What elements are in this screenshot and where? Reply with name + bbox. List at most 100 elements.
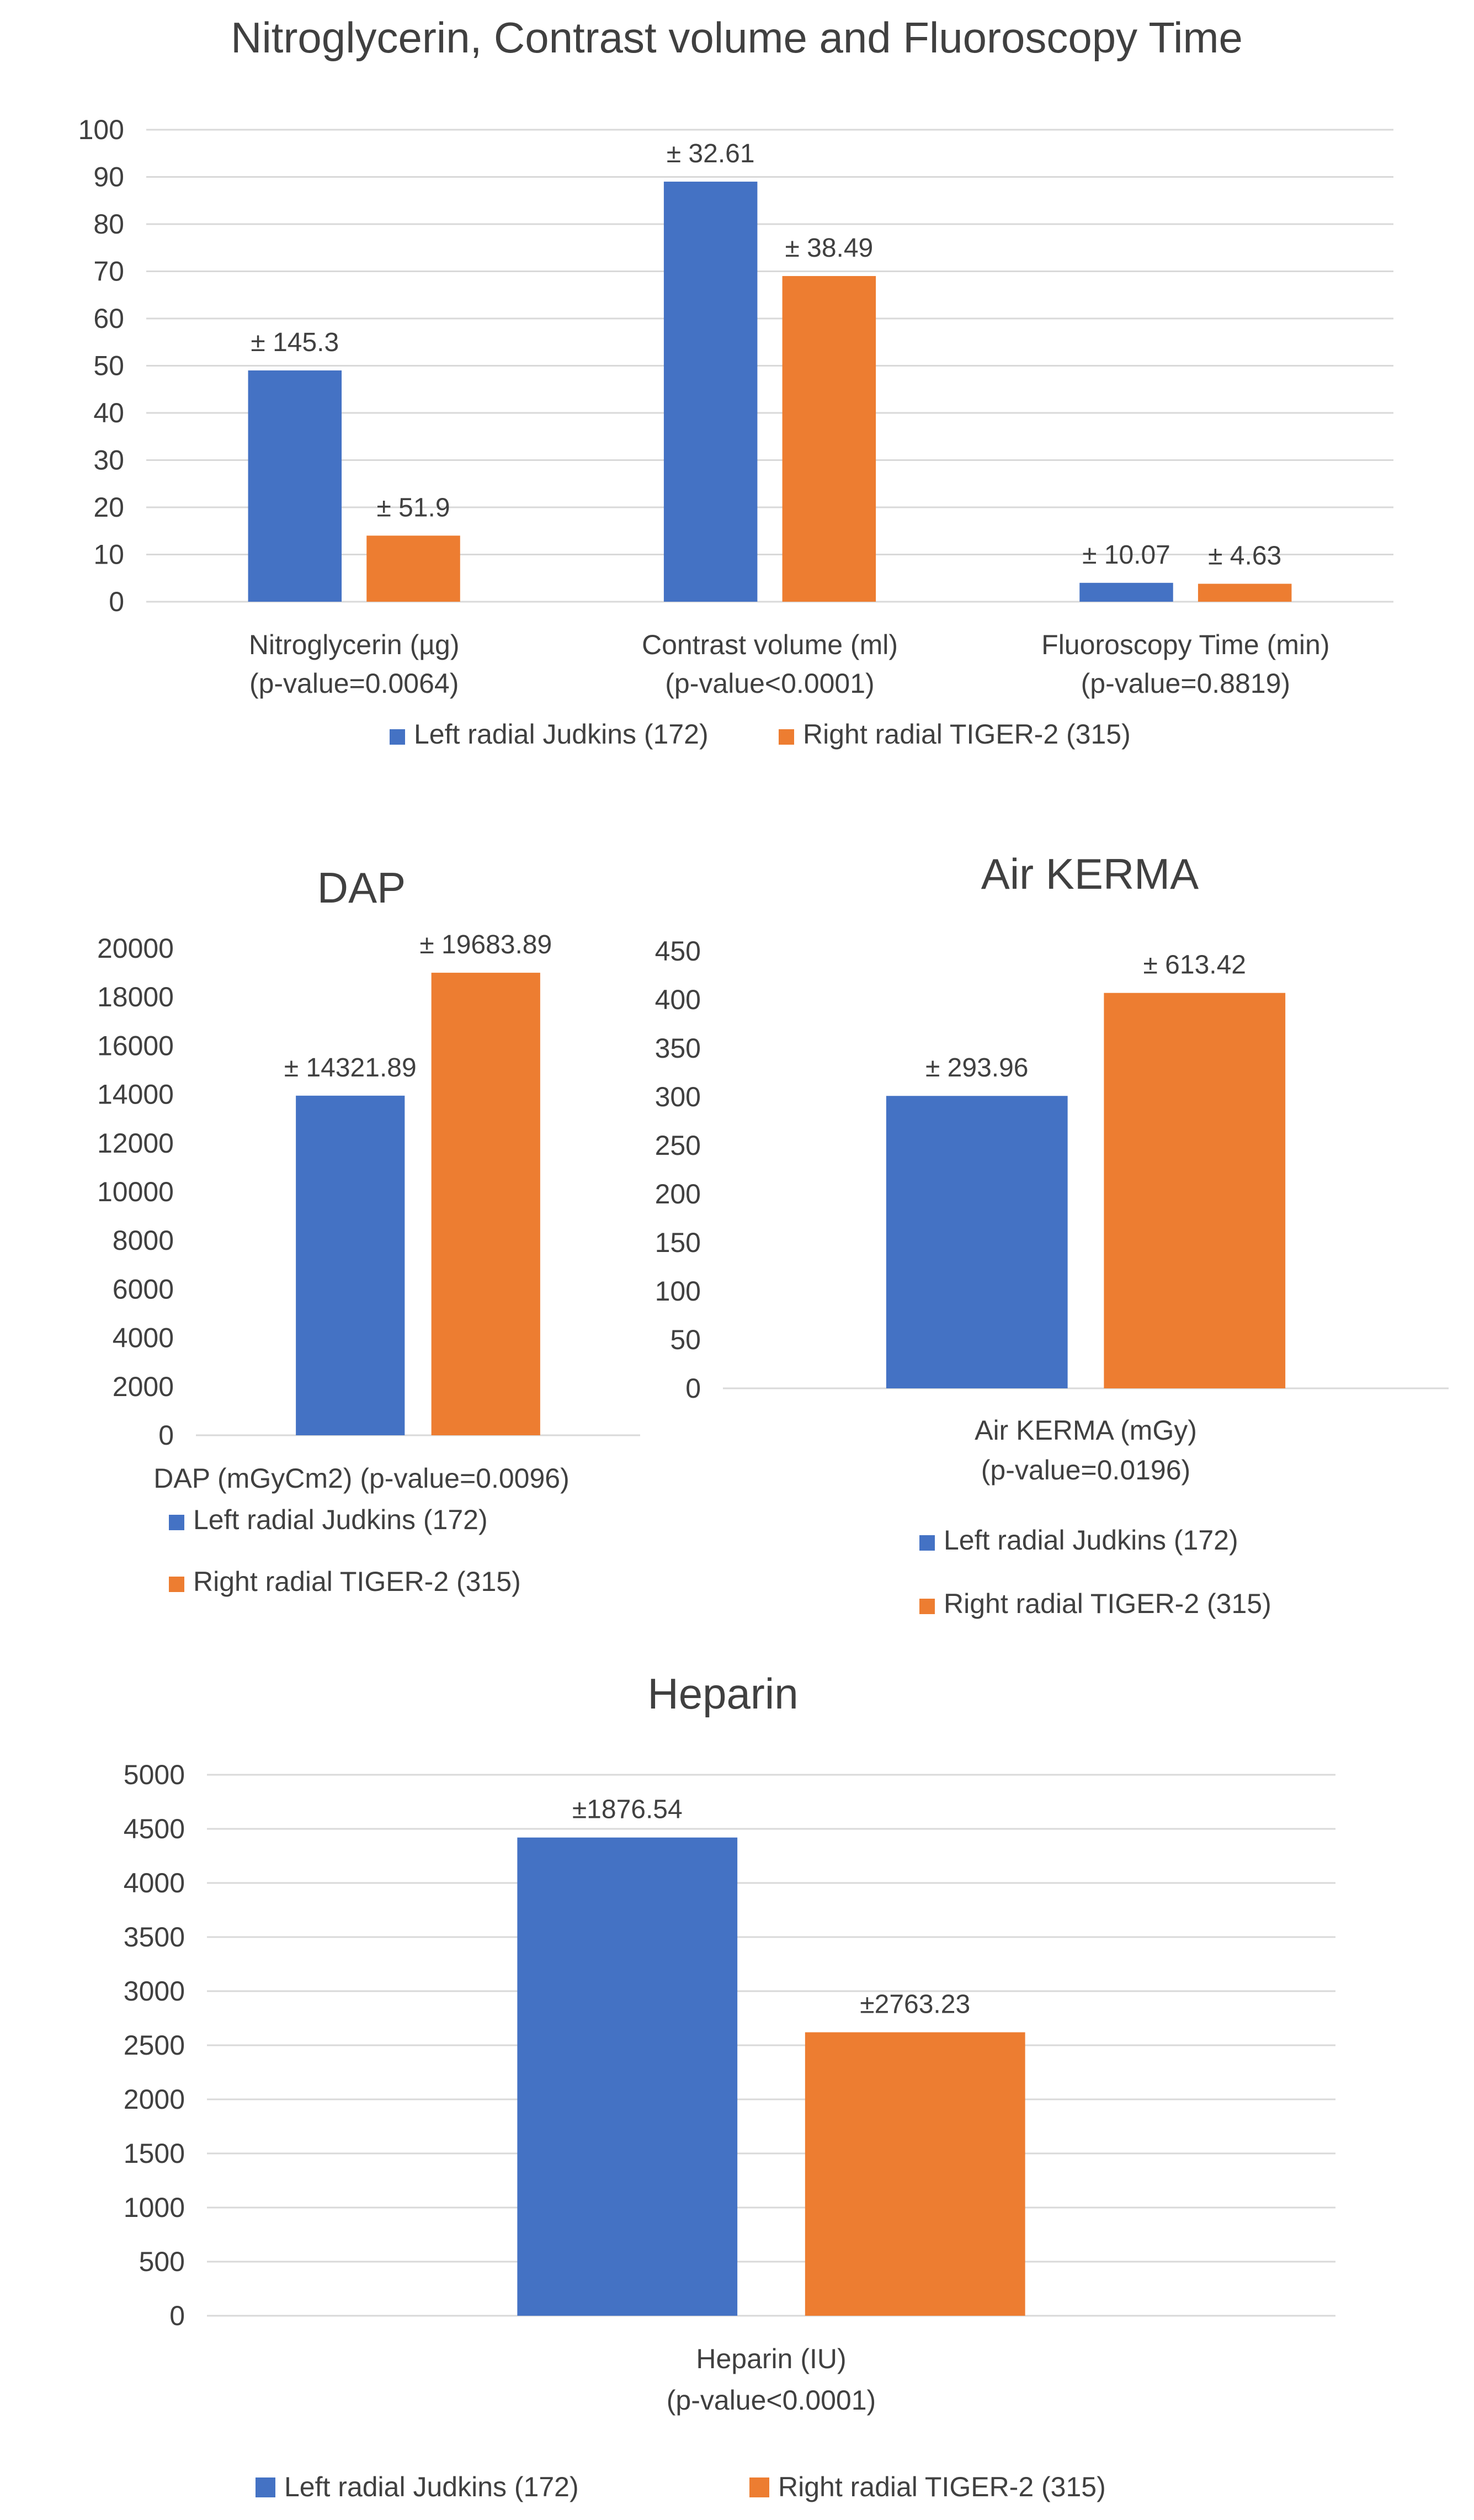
legend-entry: Right radial TIGER-2 (315) bbox=[193, 1566, 521, 1597]
bar-right-radial-tiger-2-315--0 bbox=[431, 973, 540, 1435]
legend-swatch bbox=[749, 2477, 769, 2497]
legend-entry: Right radial TIGER-2 (315) bbox=[944, 1588, 1271, 1619]
legend-swatch bbox=[390, 729, 405, 745]
legend-entry: Left radial Judkins (172) bbox=[284, 2471, 579, 2502]
data-label: ± 613.42 bbox=[1143, 951, 1247, 980]
y-tick-label: 70 bbox=[93, 256, 124, 287]
data-label: ±1876.54 bbox=[572, 1795, 683, 1824]
data-label: ± 293.96 bbox=[925, 1053, 1029, 1083]
legend-swatch bbox=[919, 1535, 935, 1551]
y-tick-label: 10000 bbox=[97, 1176, 174, 1207]
y-tick-label: 18000 bbox=[97, 982, 174, 1012]
chart-kerma: Air KERMA 0 50 100 150 200 250 300 350 400 450 ± 29… bbox=[655, 850, 1449, 1619]
y-tick-label: 100 bbox=[78, 114, 124, 145]
y-tick-label: 2500 bbox=[124, 2030, 185, 2061]
x-category-label: Fluoroscopy Time (min) bbox=[1041, 629, 1329, 660]
y-tick-label: 16000 bbox=[97, 1030, 174, 1061]
legend-swatch bbox=[169, 1577, 184, 1592]
y-tick-label: 1500 bbox=[124, 2138, 185, 2169]
y-tick-label: 30 bbox=[93, 445, 124, 476]
bar-left-radial-judkins-172--0 bbox=[517, 1837, 738, 2316]
y-tick-label: 100 bbox=[655, 1276, 701, 1307]
data-label: ± 145.3 bbox=[251, 328, 339, 357]
data-label: ± 14321.89 bbox=[284, 1053, 417, 1083]
y-tick-label: 14000 bbox=[97, 1079, 174, 1110]
chart-title: Heparin bbox=[647, 1669, 798, 1718]
bar-right-radial-tiger-2-315--2 bbox=[1198, 583, 1292, 602]
x-category-label: (p-value<0.0001) bbox=[665, 668, 874, 699]
chart-title: DAP bbox=[317, 863, 406, 912]
chart-nitro: Nitroglycerin, Contrast volume and Fluor… bbox=[78, 13, 1393, 750]
y-tick-label: 0 bbox=[109, 586, 124, 617]
y-tick-label: 50 bbox=[670, 1324, 701, 1355]
bar-left-radial-judkins-172--0 bbox=[886, 1096, 1068, 1388]
legend-swatch bbox=[169, 1515, 184, 1530]
y-tick-label: 3000 bbox=[124, 1976, 185, 2007]
y-tick-label: 4000 bbox=[113, 1323, 174, 1354]
y-tick-label: 450 bbox=[655, 936, 701, 967]
y-tick-label: 0 bbox=[158, 1420, 174, 1451]
data-label: ± 4.63 bbox=[1208, 542, 1281, 571]
y-tick-label: 0 bbox=[685, 1373, 701, 1404]
legend-entry: Left radial Judkins (172) bbox=[414, 719, 709, 750]
bar-left-radial-judkins-172--0 bbox=[248, 370, 342, 602]
x-category-label: Contrast volume (ml) bbox=[642, 629, 898, 660]
bar-left-radial-judkins-172--1 bbox=[663, 182, 758, 602]
y-tick-label: 80 bbox=[93, 209, 124, 240]
y-tick-label: 50 bbox=[93, 351, 124, 381]
x-category-label: (p-value=0.8819) bbox=[1081, 668, 1290, 699]
y-tick-label: 350 bbox=[655, 1033, 701, 1064]
y-tick-label: 300 bbox=[655, 1081, 701, 1112]
x-category-label: Air KERMA (mGy) bbox=[975, 1415, 1197, 1446]
data-label: ± 10.07 bbox=[1082, 540, 1170, 570]
bar-right-radial-tiger-2-315--0 bbox=[1104, 993, 1286, 1388]
data-label: ± 51.9 bbox=[376, 493, 450, 522]
legend-swatch bbox=[256, 2477, 275, 2497]
x-category-label: (p-value=0.0064) bbox=[249, 668, 459, 699]
y-tick-label: 500 bbox=[139, 2246, 185, 2277]
legend-entry: Left radial Judkins (172) bbox=[193, 1504, 488, 1535]
chart-title: Air KERMA bbox=[981, 850, 1199, 898]
x-category-label: Heparin (IU) bbox=[696, 2343, 846, 2374]
x-category-label: DAP (mGyCm2) (p-value=0.0096) bbox=[153, 1463, 570, 1494]
legend-entry: Right radial TIGER-2 (315) bbox=[778, 2471, 1106, 2502]
bar-right-radial-tiger-2-315--0 bbox=[805, 2032, 1025, 2316]
y-tick-label: 6000 bbox=[113, 1274, 174, 1304]
x-category-label: (p-value<0.0001) bbox=[667, 2385, 876, 2416]
data-label: ± 32.61 bbox=[667, 139, 755, 168]
data-label: ± 38.49 bbox=[785, 234, 873, 263]
y-tick-label: 2000 bbox=[124, 2084, 185, 2115]
x-category-label: Nitroglycerin (µg) bbox=[249, 629, 460, 660]
y-tick-label: 20000 bbox=[97, 933, 174, 964]
chart-heparin: Heparin 0 500 1000 1500 2000 2500 3000 3500 4000 4… bbox=[124, 1669, 1335, 2502]
y-tick-label: 4500 bbox=[124, 1813, 185, 1844]
chart-title: Nitroglycerin, Contrast volume and Fluor… bbox=[231, 13, 1243, 62]
y-tick-label: 250 bbox=[655, 1130, 701, 1161]
bar-right-radial-tiger-2-315--1 bbox=[782, 276, 876, 602]
y-tick-label: 5000 bbox=[124, 1759, 185, 1790]
y-tick-label: 2000 bbox=[113, 1371, 174, 1402]
chart-dap: DAP 0 2000 4000 6000 8000 10000 12000 14000 16000… bbox=[97, 863, 640, 1597]
bar-left-radial-judkins-172--0 bbox=[296, 1095, 405, 1435]
y-tick-label: 0 bbox=[169, 2300, 185, 2331]
bar-left-radial-judkins-172--2 bbox=[1079, 582, 1173, 602]
y-tick-label: 40 bbox=[93, 397, 124, 428]
y-tick-label: 20 bbox=[93, 492, 124, 523]
x-category-label: (p-value=0.0196) bbox=[981, 1455, 1190, 1486]
data-label: ±2763.23 bbox=[860, 1990, 970, 2019]
y-tick-label: 4000 bbox=[124, 1868, 185, 1898]
y-tick-label: 12000 bbox=[97, 1128, 174, 1159]
y-tick-label: 3500 bbox=[124, 1922, 185, 1953]
y-tick-label: 400 bbox=[655, 984, 701, 1015]
legend-swatch bbox=[779, 729, 794, 745]
legend-entry: Right radial TIGER-2 (315) bbox=[803, 719, 1131, 750]
y-tick-label: 10 bbox=[93, 539, 124, 570]
y-tick-label: 90 bbox=[93, 162, 124, 193]
legend-swatch bbox=[919, 1599, 935, 1614]
y-tick-label: 150 bbox=[655, 1227, 701, 1258]
y-tick-label: 1000 bbox=[124, 2192, 185, 2223]
data-label: ± 19683.89 bbox=[419, 930, 552, 959]
y-tick-label: 60 bbox=[93, 303, 124, 334]
y-tick-label: 200 bbox=[655, 1179, 701, 1209]
y-tick-label: 8000 bbox=[113, 1225, 174, 1256]
